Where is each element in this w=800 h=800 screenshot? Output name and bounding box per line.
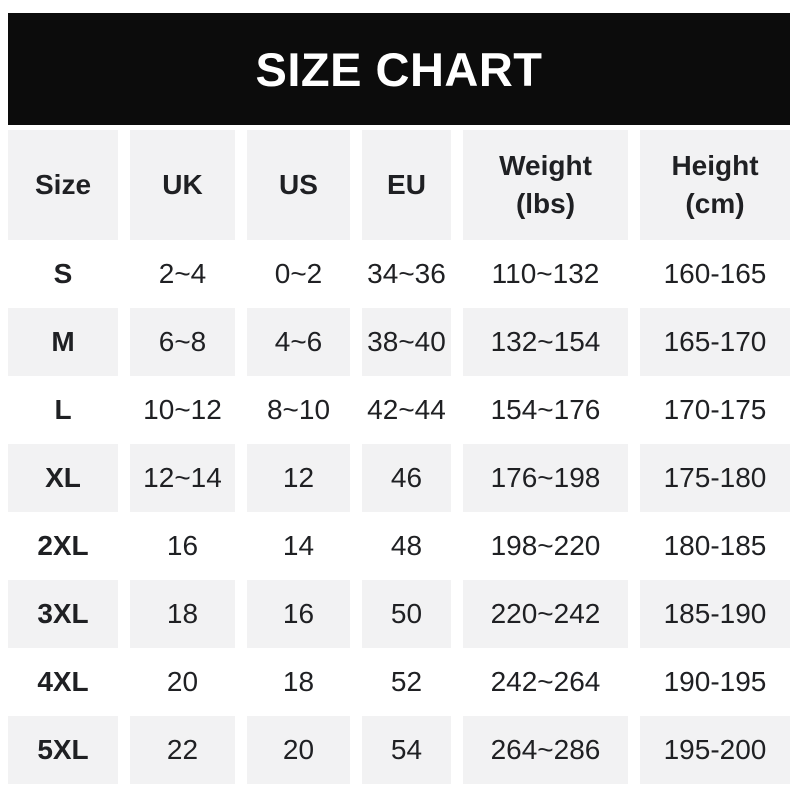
column-header-height-cm: Height (cm) <box>640 130 790 240</box>
cell-eu: 50 <box>362 580 451 648</box>
cell-weight-lbs: 132~154 <box>463 308 628 376</box>
cell-uk: 12~14 <box>130 444 235 512</box>
cell-eu: 38~40 <box>362 308 451 376</box>
cell-eu: 34~36 <box>367 258 446 289</box>
cell-size: L <box>54 394 72 425</box>
table-row-3xl: 3XL 18 16 50 220~242 185-190 <box>8 580 790 648</box>
cell-weight-lbs: 176~198 <box>463 444 628 512</box>
table-row-s: S 2~4 0~2 34~36 110~132 160-165 <box>8 240 790 308</box>
cell-uk: 10~12 <box>143 394 222 425</box>
cell-height-cm: 175-180 <box>640 444 790 512</box>
cell-us: 0~2 <box>274 258 323 289</box>
cell-height-cm: 180-185 <box>663 530 767 561</box>
column-header-uk: UK <box>130 130 235 240</box>
cell-weight-lbs: 110~132 <box>491 258 600 289</box>
cell-size: M <box>8 308 118 376</box>
banner: SIZE CHART <box>8 13 790 125</box>
cell-uk: 16 <box>166 530 199 561</box>
cell-size: S <box>53 258 73 289</box>
cell-weight-lbs: 242~264 <box>490 666 601 697</box>
cell-weight-lbs: 264~286 <box>463 716 628 784</box>
page-title: SIZE CHART <box>255 42 543 96</box>
cell-eu: 54 <box>362 716 451 784</box>
table-row-5xl: 5XL 22 20 54 264~286 195-200 <box>8 716 790 784</box>
table-body: S 2~4 0~2 34~36 110~132 160-165 M 6~8 4~6 38~40 13… <box>8 240 790 784</box>
cell-eu: 48 <box>390 530 423 561</box>
table-row-4xl: 4XL 20 18 52 242~264 190-195 <box>8 648 790 716</box>
cell-us: 18 <box>282 666 315 697</box>
column-header-us: US <box>247 130 350 240</box>
cell-us: 4~6 <box>247 308 350 376</box>
cell-us: 8~10 <box>266 394 331 425</box>
cell-height-cm: 160-165 <box>663 258 767 289</box>
column-header-eu: EU <box>362 130 451 240</box>
table-row-m: M 6~8 4~6 38~40 132~154 165-170 <box>8 308 790 376</box>
cell-us: 20 <box>247 716 350 784</box>
cell-size: 2XL <box>37 530 89 561</box>
cell-eu: 42~44 <box>367 394 446 425</box>
cell-weight-lbs: 198~220 <box>490 530 601 561</box>
cell-height-cm: 185-190 <box>640 580 790 648</box>
cell-uk: 2~4 <box>158 258 207 289</box>
cell-height-cm: 170-175 <box>663 394 767 425</box>
cell-size: XL <box>8 444 118 512</box>
table-row-2xl: 2XL 16 14 48 198~220 180-185 <box>8 512 790 580</box>
column-header-size: Size <box>8 130 118 240</box>
cell-size: 3XL <box>8 580 118 648</box>
cell-height-cm: 165-170 <box>640 308 790 376</box>
cell-us: 14 <box>282 530 315 561</box>
cell-height-cm: 195-200 <box>640 716 790 784</box>
table-header-row: Size UK US EU Weight (lbs) Height (cm) <box>8 130 790 240</box>
size-chart-page: SIZE CHART Size UK US EU Weight (lbs) Height … <box>8 13 790 784</box>
cell-uk: 18 <box>130 580 235 648</box>
cell-eu: 52 <box>390 666 423 697</box>
cell-height-cm: 190-195 <box>663 666 767 697</box>
cell-weight-lbs: 220~242 <box>463 580 628 648</box>
table-row-xl: XL 12~14 12 46 176~198 175-180 <box>8 444 790 512</box>
cell-weight-lbs: 154~176 <box>490 394 601 425</box>
cell-uk: 22 <box>130 716 235 784</box>
cell-uk: 6~8 <box>130 308 235 376</box>
cell-eu: 46 <box>362 444 451 512</box>
cell-us: 16 <box>247 580 350 648</box>
table-row-l: L 10~12 8~10 42~44 154~176 170-175 <box>8 376 790 444</box>
column-header-weight-lbs: Weight (lbs) <box>463 130 628 240</box>
cell-us: 12 <box>247 444 350 512</box>
cell-uk: 20 <box>166 666 199 697</box>
cell-size: 4XL <box>37 666 89 697</box>
cell-size: 5XL <box>8 716 118 784</box>
